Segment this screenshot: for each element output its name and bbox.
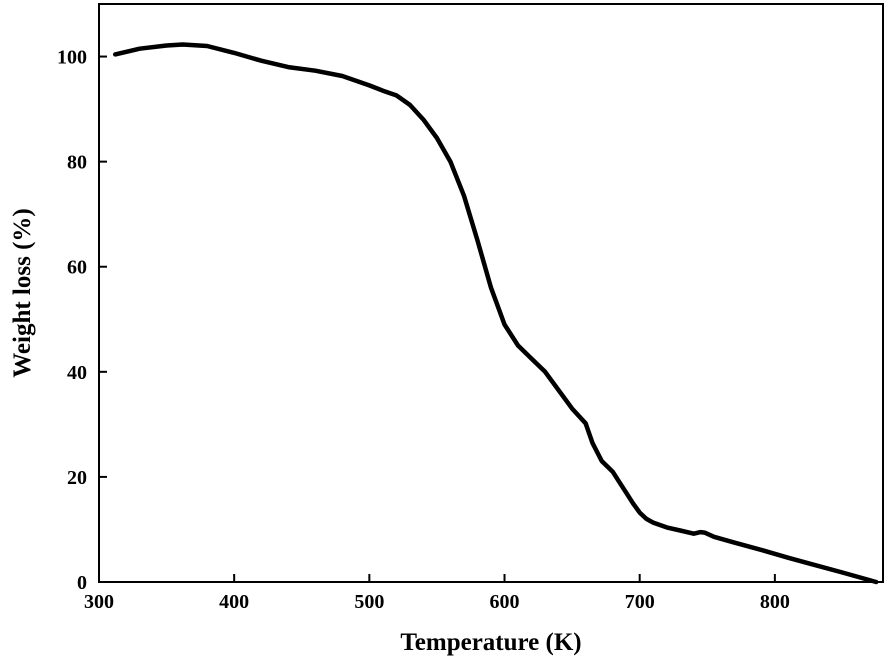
x-tick-label-400: 400 <box>219 591 249 613</box>
y-tick-label-80: 80 <box>67 152 87 174</box>
y-tick-label-60: 60 <box>67 257 87 279</box>
x-tick-label-800: 800 <box>760 591 790 613</box>
x-tick-label-700: 700 <box>625 591 655 613</box>
x-tick-label-500: 500 <box>354 591 384 613</box>
x-axis-title: Temperature (K) <box>400 629 581 656</box>
x-tick-label-300: 300 <box>84 591 114 613</box>
series-line-weight-loss <box>112 42 879 585</box>
y-tick-label-0: 0 <box>77 572 87 594</box>
tick-labels-layer: 300 400 500 600 700 800 0 20 40 60 80 100 <box>57 47 790 613</box>
plot-frame <box>98 3 884 583</box>
ticks-layer <box>98 55 776 583</box>
y-axis-title: Weight loss (%) <box>9 208 36 377</box>
y-tick-label-40: 40 <box>67 362 87 384</box>
x-tick-label-600: 600 <box>490 591 520 613</box>
y-tick-label-100: 100 <box>57 47 87 69</box>
y-tick-label-20: 20 <box>67 467 87 489</box>
